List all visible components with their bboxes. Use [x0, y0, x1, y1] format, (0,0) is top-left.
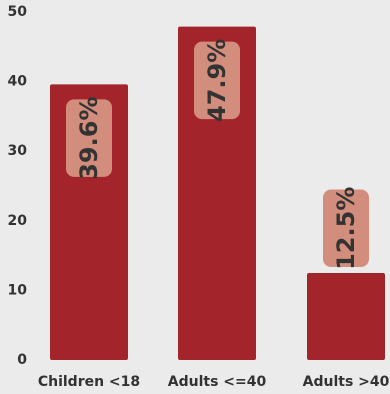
data-label-box	[66, 99, 112, 177]
data-label: 12.5%	[332, 187, 360, 270]
x-tick-label: Adults <=40	[168, 374, 267, 390]
y-tick-label: 40	[8, 74, 28, 90]
x-tick-label: Adults >40	[303, 374, 390, 390]
y-axis: 0 10 20 30 40 50	[8, 4, 28, 368]
data-label: 47.9%	[203, 39, 231, 122]
y-tick-label: 20	[8, 213, 28, 229]
data-label-box	[194, 41, 240, 120]
y-tick-label: 30	[8, 143, 28, 159]
data-label-box	[323, 189, 369, 267]
y-tick-label: 50	[8, 4, 28, 20]
y-tick-label: 10	[8, 282, 28, 298]
x-axis: Children <18 Adults <=40 Adults >40	[38, 374, 390, 390]
x-tick-label: Children <18	[38, 374, 140, 390]
bars-group: 39.6% 47.9% 12.5%	[50, 26, 385, 361]
data-label: 39.6%	[75, 97, 103, 180]
bar	[307, 273, 385, 360]
y-tick-label: 0	[17, 352, 27, 368]
